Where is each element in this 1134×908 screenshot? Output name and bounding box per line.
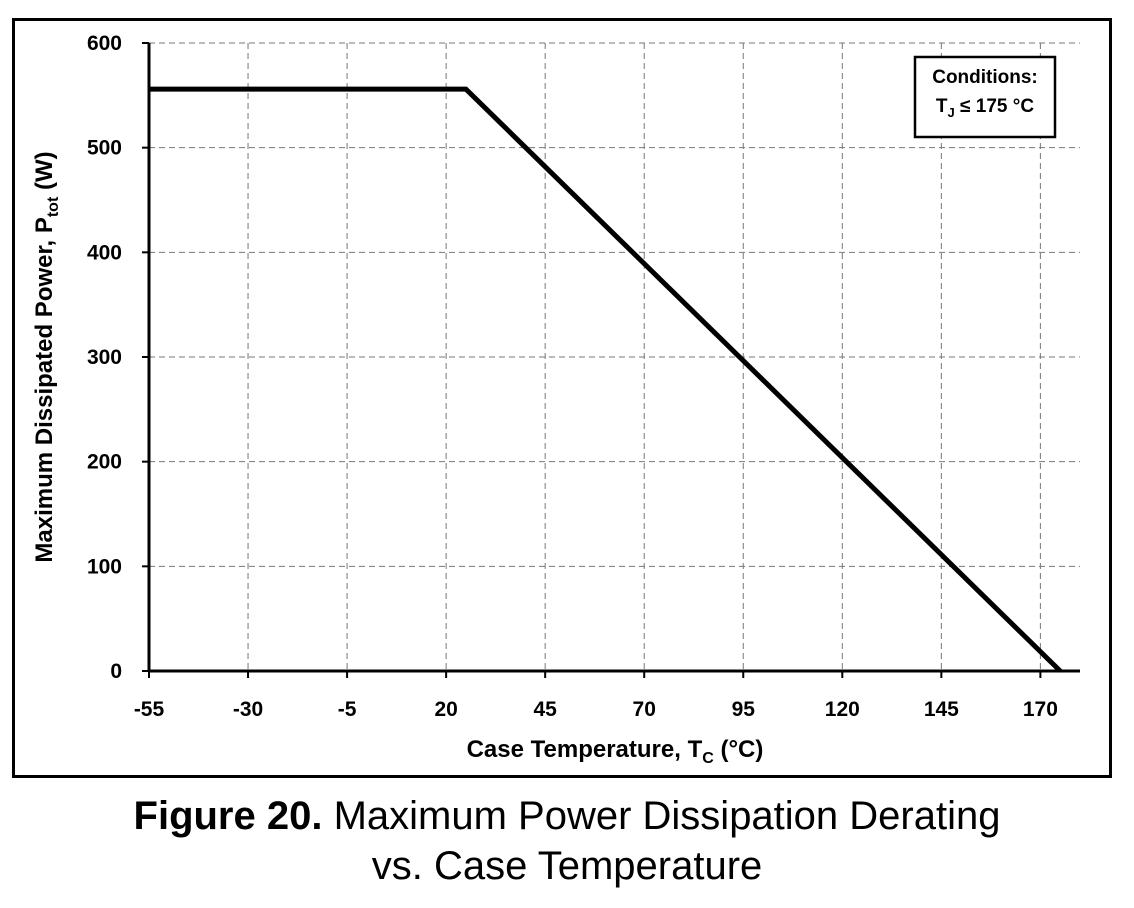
x-axis-label: Case Temperature, TC (°C)	[467, 736, 764, 767]
y-tick-label: 600	[87, 32, 122, 55]
conditions-title: Conditions:	[932, 67, 1038, 88]
figure-caption-line2: vs. Case Temperature	[371, 844, 763, 888]
series-line	[149, 86, 1062, 673]
x-tick-label: 145	[924, 698, 959, 721]
conditions-value: TJ ≤ 175 °C	[936, 96, 1034, 120]
x-tick-label: 95	[732, 698, 756, 721]
x-tick-label: 70	[633, 698, 656, 721]
x-tick-label: 170	[1023, 698, 1058, 721]
x-tick-label: 20	[434, 698, 457, 721]
y-tick-label: 400	[87, 241, 122, 264]
x-tick-label: -5	[338, 698, 357, 721]
series	[149, 86, 1062, 673]
y-tick-label: 300	[87, 346, 122, 369]
y-tick-label: 200	[87, 451, 122, 474]
figure-caption-line1: Figure 20. Maximum Power Dissipation Der…	[0, 792, 1134, 840]
x-tick-label: -30	[233, 698, 263, 721]
chart-frame	[12, 18, 1112, 778]
x-tick-labels: -55 -30 -5 20 45 70 95 120 145 170	[134, 698, 1058, 721]
x-tick-label: 120	[825, 698, 860, 721]
y-tick-label: 500	[87, 137, 122, 160]
x-tick-label: 45	[533, 698, 557, 721]
figure-title: Maximum Power Dissipation Derating	[322, 794, 1001, 838]
y-tick-labels: 0 100 200 300 400 500 600	[87, 32, 122, 683]
derating-chart: -55 -30 -5 20 45 70 95 120 145 170 0 100 200 300 400 5…	[31, 32, 1080, 767]
y-tick-label: 100	[87, 555, 122, 578]
y-axis-label: Maximum Dissipated Power, Ptot (W)	[31, 151, 62, 562]
axes	[142, 42, 1080, 678]
x-tick-label: -55	[134, 698, 165, 721]
y-tick-label: 0	[110, 660, 122, 683]
figure-label: Figure 20.	[133, 794, 323, 838]
grid	[149, 42, 1080, 671]
conditions-box: Conditions: TJ ≤ 175 °C	[913, 55, 1057, 139]
